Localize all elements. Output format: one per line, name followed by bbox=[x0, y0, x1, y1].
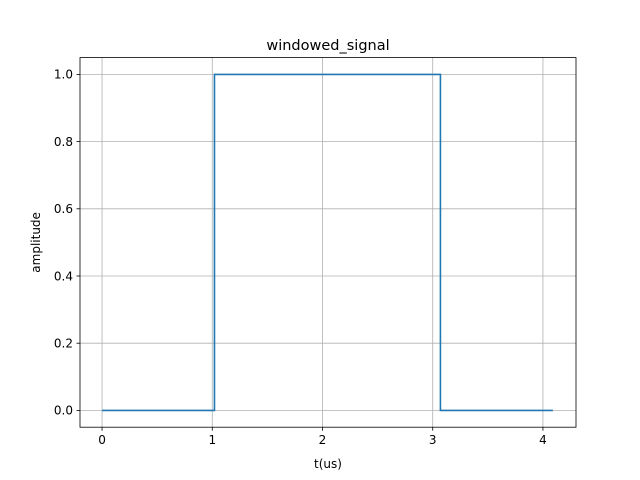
y-tick-label: 1.0 bbox=[54, 68, 73, 82]
y-tick-label: 0.4 bbox=[54, 269, 73, 283]
x-axis-label: t(us) bbox=[314, 457, 342, 471]
x-tick-label: 4 bbox=[539, 433, 547, 447]
series-line bbox=[102, 73, 553, 412]
x-axis: 0 1 2 3 4 bbox=[98, 427, 547, 447]
axes-frame bbox=[79, 57, 577, 428]
y-tick-label: 0.2 bbox=[54, 337, 73, 351]
x-tick-label: 1 bbox=[208, 433, 216, 447]
y-tick-label: 0.6 bbox=[54, 202, 73, 216]
grid bbox=[80, 57, 576, 428]
chart-title: windowed_signal bbox=[266, 38, 389, 54]
y-tick-label: 0.8 bbox=[54, 135, 73, 149]
y-axis: 0.0 0.2 0.4 0.6 0.8 1.0 bbox=[54, 68, 80, 418]
plot-area bbox=[102, 73, 553, 412]
x-tick-label: 2 bbox=[319, 433, 327, 447]
y-tick-label: 0.0 bbox=[54, 404, 73, 418]
x-tick-label: 0 bbox=[98, 433, 106, 447]
x-tick-label: 3 bbox=[429, 433, 437, 447]
y-axis-label: amplitude bbox=[29, 212, 43, 273]
